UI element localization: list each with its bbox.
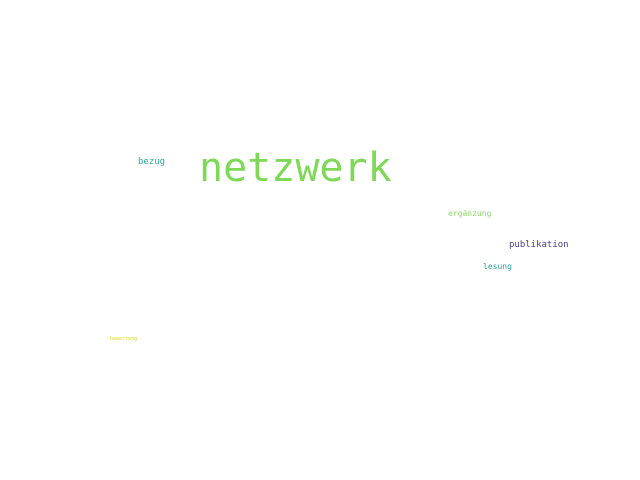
word-publikation: publikation [509, 240, 569, 250]
word-ergaenzung: ergänzung [448, 209, 492, 218]
word-bewertung: bewertung [110, 336, 138, 342]
word-lesung: lesung [483, 262, 512, 271]
word-netzwerk: netzwerk [199, 145, 392, 191]
word-bezug: bezug [138, 157, 166, 167]
